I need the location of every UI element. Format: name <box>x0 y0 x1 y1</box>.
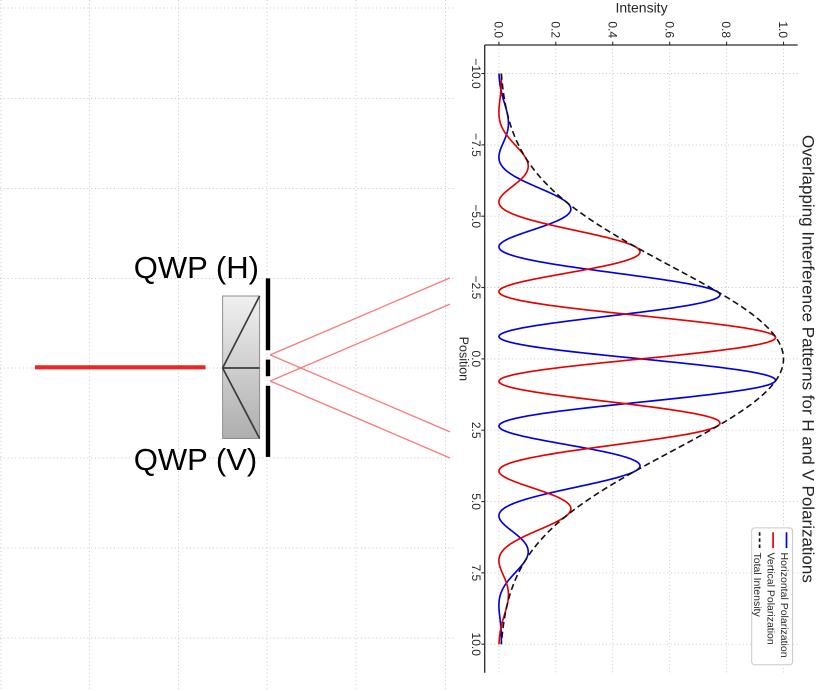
svg-text:Vertical Polarization: Vertical Polarization <box>765 553 777 645</box>
svg-text:0.4: 0.4 <box>605 21 619 38</box>
svg-text:Intensity: Intensity <box>615 0 667 16</box>
svg-text:−5.0: −5.0 <box>469 204 483 228</box>
svg-text:−10.0: −10.0 <box>469 58 483 89</box>
svg-text:Overlapping Interference Patte: Overlapping Interference Patterns for H … <box>799 135 818 583</box>
svg-text:Position: Position <box>457 337 471 382</box>
svg-text:0.0: 0.0 <box>469 351 483 368</box>
svg-text:−7.5: −7.5 <box>469 133 483 157</box>
svg-text:Total Intensity: Total Intensity <box>751 553 763 618</box>
svg-text:0.6: 0.6 <box>662 21 676 38</box>
svg-text:7.5: 7.5 <box>469 565 483 582</box>
svg-text:0.2: 0.2 <box>548 21 562 38</box>
svg-text:−2.5: −2.5 <box>469 276 483 300</box>
svg-text:10.0: 10.0 <box>469 633 483 657</box>
svg-text:0.8: 0.8 <box>719 21 733 38</box>
svg-text:0.0: 0.0 <box>492 21 506 38</box>
svg-text:5.0: 5.0 <box>469 493 483 510</box>
svg-text:Horizontal Polarization: Horizontal Polarization <box>778 553 790 658</box>
svg-text:2.5: 2.5 <box>469 422 483 439</box>
svg-text:1.0: 1.0 <box>776 21 790 38</box>
